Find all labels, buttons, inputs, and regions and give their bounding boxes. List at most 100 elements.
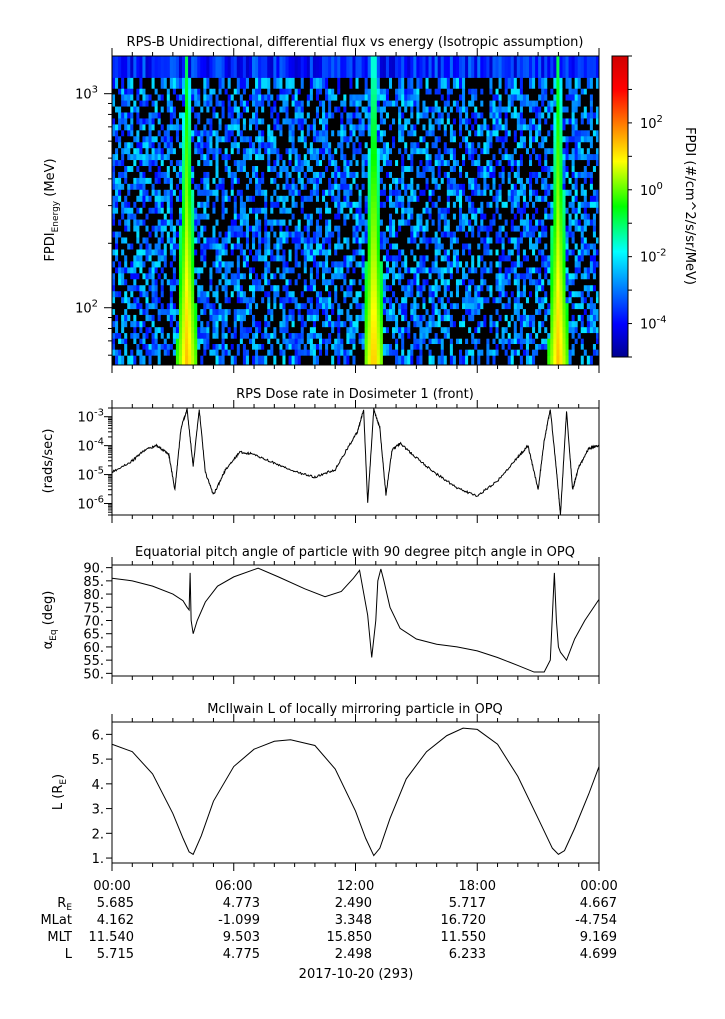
spectrogram-cell bbox=[197, 177, 201, 184]
spectrogram-cell bbox=[270, 338, 274, 345]
spectrogram-cell bbox=[185, 308, 189, 315]
spectrogram-cell bbox=[233, 272, 238, 280]
spectrogram-cell bbox=[376, 267, 381, 274]
spectrogram-cell bbox=[270, 177, 274, 184]
spectrogram-cell bbox=[376, 349, 381, 356]
spectrogram-cell bbox=[553, 308, 557, 315]
spectrogram-cell bbox=[565, 332, 569, 339]
spectrogram-cell bbox=[492, 249, 496, 256]
spectrogram-cell bbox=[404, 225, 408, 232]
spectrogram-cell bbox=[224, 237, 229, 244]
spectrogram-cell bbox=[166, 332, 171, 339]
spectrogram-cell bbox=[112, 207, 116, 214]
spectrogram-cell bbox=[279, 183, 283, 190]
spectrogram-cell bbox=[568, 237, 572, 244]
spectrogram-cell bbox=[303, 219, 308, 226]
spectrogram-cell bbox=[115, 349, 119, 356]
spectrogram-cell bbox=[309, 189, 314, 196]
spectrogram-cell bbox=[334, 225, 338, 232]
spectrogram-cell bbox=[124, 267, 128, 274]
spectrogram-cell bbox=[458, 308, 463, 315]
spectrogram-cell bbox=[550, 332, 554, 339]
spectrogram-cell bbox=[294, 290, 299, 298]
spectrogram-cell bbox=[480, 320, 484, 328]
spectrogram-cell bbox=[151, 267, 156, 274]
spectrogram-cell bbox=[443, 189, 448, 196]
spectrogram-cell bbox=[212, 213, 216, 220]
spectrogram-cell bbox=[157, 278, 162, 286]
spectrogram-cell bbox=[407, 249, 411, 256]
spectrogram-cell bbox=[565, 308, 569, 315]
spectrogram-cell bbox=[532, 326, 536, 334]
spectrogram-cell bbox=[462, 284, 466, 292]
spectrogram-cell bbox=[221, 219, 226, 226]
spectrogram-cell bbox=[215, 290, 219, 298]
spectrogram-cell bbox=[145, 343, 149, 350]
spectrogram-cell bbox=[337, 349, 341, 356]
spectrogram-cell bbox=[364, 355, 369, 366]
spectrogram-cell bbox=[507, 177, 512, 184]
spectrogram-cell bbox=[474, 296, 478, 304]
spectrogram-cell bbox=[261, 332, 265, 339]
spectrogram-cell bbox=[562, 338, 566, 345]
spectrogram-cell bbox=[483, 284, 487, 292]
spectrogram-cell bbox=[297, 195, 302, 202]
spectrogram-cell bbox=[175, 231, 180, 238]
spectrogram-cell bbox=[437, 260, 442, 268]
spectrogram-cell bbox=[589, 308, 594, 315]
spectrogram-cell bbox=[413, 314, 417, 322]
spectrogram-cell bbox=[562, 332, 566, 339]
spectrogram-cell bbox=[233, 260, 238, 268]
spectrogram-cell bbox=[136, 195, 140, 202]
spectrogram-cell bbox=[121, 326, 125, 334]
spectrogram-cell bbox=[175, 249, 180, 256]
spectrogram-cell bbox=[169, 237, 174, 244]
spectrogram-cell bbox=[127, 219, 131, 226]
spectrogram-cell bbox=[273, 308, 277, 315]
spectrogram-cell bbox=[121, 349, 125, 356]
spectrogram-cell bbox=[291, 290, 296, 298]
spectrogram-cell bbox=[455, 308, 460, 315]
spectrogram-cell bbox=[474, 189, 478, 196]
spectrogram-cell bbox=[544, 308, 548, 315]
spectrogram-cell bbox=[428, 267, 432, 274]
spectrogram-cell bbox=[163, 332, 168, 339]
spectrogram-cell bbox=[595, 267, 600, 274]
spectrogram-cell bbox=[318, 326, 323, 334]
spectrogram-cell bbox=[188, 177, 192, 184]
spectrogram-cell bbox=[568, 249, 572, 256]
spectrogram-cell bbox=[154, 171, 159, 178]
spectrogram-cell bbox=[127, 355, 131, 366]
spectrogram-cell bbox=[172, 254, 177, 262]
spectrogram-cell bbox=[270, 272, 274, 280]
spectrogram-cell bbox=[419, 332, 423, 339]
spectrogram-cell bbox=[215, 201, 219, 208]
spectrogram-cell bbox=[142, 296, 146, 304]
spectrogram-cell bbox=[270, 189, 274, 196]
spectrogram-cell bbox=[334, 267, 338, 274]
spectrogram-cell bbox=[370, 177, 375, 184]
spectrogram-cell bbox=[245, 260, 250, 268]
spectrogram-cell bbox=[446, 249, 451, 256]
spectrogram-cell bbox=[188, 231, 192, 238]
spectrogram-cell bbox=[312, 338, 317, 345]
spectrogram-cell bbox=[239, 272, 244, 280]
spectrogram-cell bbox=[182, 314, 186, 322]
spectrogram-cell bbox=[398, 219, 402, 226]
spectrogram-cell bbox=[264, 343, 268, 350]
spectrogram-cell bbox=[477, 272, 481, 280]
spectrogram-cell bbox=[401, 278, 405, 286]
spectrogram-cell bbox=[297, 332, 302, 339]
spectrogram-cell bbox=[455, 290, 460, 298]
spectrogram-cell bbox=[127, 296, 131, 304]
spectrogram-cell bbox=[401, 225, 405, 232]
spectrogram-cell bbox=[233, 296, 238, 304]
spectrogram-cell bbox=[191, 213, 195, 220]
spectrogram-cell bbox=[440, 272, 445, 280]
spectrogram-cell bbox=[550, 183, 554, 190]
spectrogram-cell bbox=[142, 267, 146, 274]
spectrogram-cell bbox=[486, 183, 490, 190]
spectrogram-cell bbox=[416, 308, 420, 315]
spectrogram-cell bbox=[516, 326, 521, 334]
spectrogram-cell bbox=[200, 314, 204, 322]
